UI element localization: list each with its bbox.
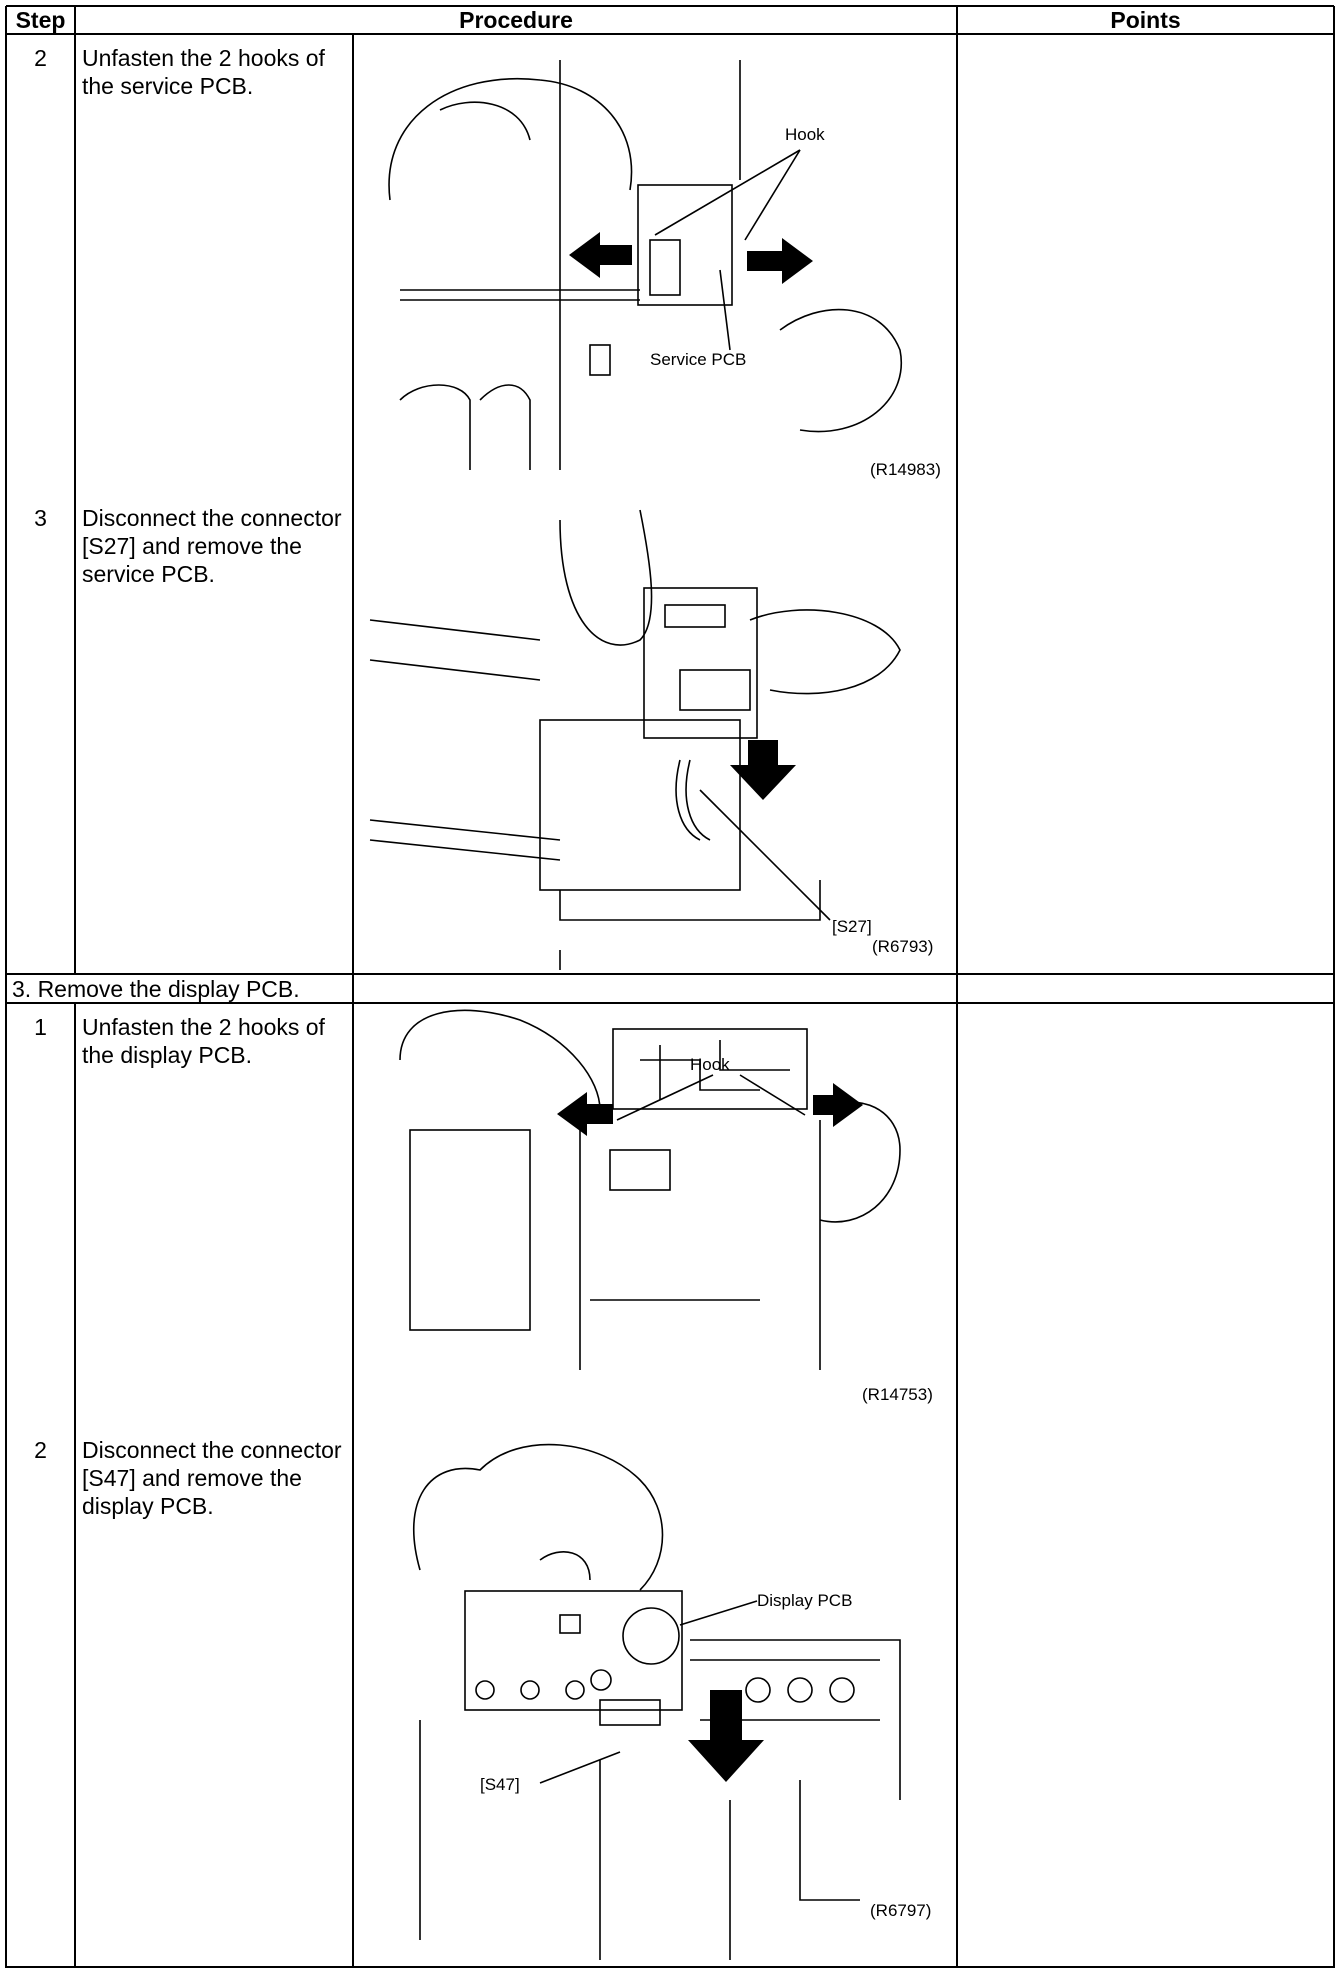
figure-label: Hook [690, 1055, 730, 1074]
table-grid [5, 5, 1335, 1968]
header-procedure: Procedure [459, 7, 573, 33]
step-text: Unfasten the 2 hooks of the display PCB. [82, 1014, 325, 1068]
step-number: 3 [34, 505, 47, 531]
step-number: 2 [34, 1437, 47, 1463]
figure-code: (R14753) [862, 1385, 933, 1404]
figure-label: Service PCB [650, 350, 746, 369]
section-title: 3. Remove the display PCB. [12, 976, 300, 1002]
figure-label: Hook [785, 125, 825, 144]
header-step: Step [15, 7, 66, 33]
step-number: 1 [34, 1014, 47, 1040]
step-number: 2 [34, 45, 47, 71]
figure-display-pcb-connector [412, 1443, 901, 1960]
figure-code: (R6793) [872, 937, 933, 956]
step-text: Disconnect the connector [S47] and remov… [82, 1437, 342, 1519]
figure-label: Display PCB [757, 1591, 852, 1610]
figure-display-pcb-hooks [399, 1009, 901, 1370]
figure-label: [S47] [480, 1775, 520, 1794]
figure-service-pcb-hooks [388, 60, 903, 470]
step-text: Disconnect the connector [S27] and remov… [82, 505, 342, 587]
figure-label: [S27] [832, 917, 872, 936]
figure-code: (R14983) [870, 460, 941, 479]
figure-code: (R6797) [870, 1901, 931, 1920]
header-points: Points [1110, 7, 1181, 33]
figure-service-pcb-connector [369, 509, 901, 970]
step-text: Unfasten the 2 hooks of the service PCB. [82, 45, 325, 99]
